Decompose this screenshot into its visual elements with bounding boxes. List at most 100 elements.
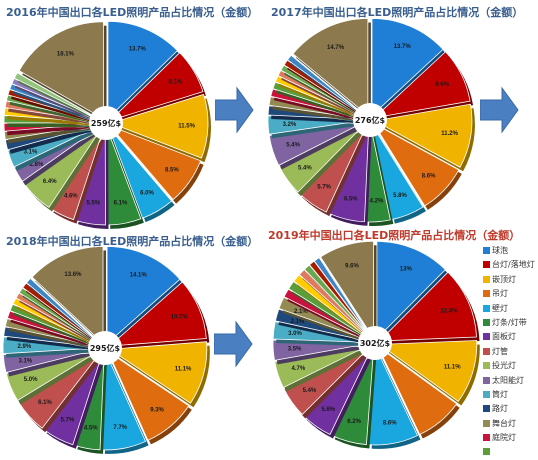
slice-label: 8.6%: [383, 420, 397, 426]
legend-item: 吊灯: [483, 287, 538, 301]
pie-center-label: 295亿$: [90, 343, 121, 353]
legend-label: 嵌顶灯: [492, 274, 516, 284]
slice-label: 2.1%: [291, 319, 305, 325]
slice-label: 6.5%: [344, 196, 358, 202]
slice-label: 3.0%: [288, 331, 302, 337]
slice-label: 2.1%: [294, 309, 308, 315]
arrow-right-icon: [214, 320, 253, 368]
pie-slice: [373, 51, 471, 119]
pie-slice: [292, 18, 369, 117]
legend-item: [483, 445, 538, 459]
arrow-right-icon: [480, 86, 519, 134]
legend-swatch: [483, 275, 490, 283]
pie-center-label: 302亿$: [360, 338, 391, 348]
slice-label: 6.1%: [38, 400, 52, 406]
legend: 球泡 台灯/落地灯 嵌顶灯 吊灯 壁灯 灯条/灯带 面板灯 灯管 投光灯 太阳能…: [483, 244, 538, 460]
arrow-right-icon: [215, 86, 254, 134]
pie-slice-shadow: [277, 348, 374, 392]
pie-slice-shadow: [9, 353, 104, 405]
legend-swatch: [483, 405, 490, 413]
legend-swatch: [483, 362, 490, 370]
legend-item: 灯管: [483, 345, 538, 359]
legend-item: 台灯/落地灯: [483, 258, 538, 272]
slice-label: 11.1%: [444, 364, 461, 370]
legend-swatch: [483, 247, 490, 254]
slice-label: 5.4%: [303, 388, 317, 394]
slice-label: 5.4%: [286, 142, 300, 148]
legend-swatch: [483, 390, 490, 398]
legend-label: 筒灯: [492, 389, 508, 399]
slice-label: 6.4%: [43, 179, 57, 185]
pie-slice: [373, 103, 473, 168]
slice-label: 10.7%: [171, 315, 189, 321]
slice-label: 8.5%: [165, 168, 179, 174]
legend-item: 筒灯: [483, 388, 538, 402]
pie-slice: [274, 344, 371, 389]
slice-label: 13%: [400, 266, 413, 272]
pie-slice: [17, 350, 102, 429]
legend-swatch: [483, 347, 490, 355]
slice-label: 14.1%: [130, 272, 148, 278]
slice-label: 5.8%: [393, 193, 407, 199]
pie-slice: [371, 18, 444, 117]
legend-label: 吊灯: [492, 289, 508, 299]
pie-slice: [106, 246, 181, 345]
slice-label: 9.6%: [435, 82, 449, 88]
slice-label: 4.6%: [64, 194, 78, 200]
slice-label: 5.6%: [321, 407, 335, 413]
chart-title-2019: 2019年中国出口各LED照明产品占比情况（金额）: [268, 229, 521, 242]
pie-slice: [107, 20, 178, 120]
slice-label: 6.0%: [140, 190, 154, 196]
legend-swatch: [483, 333, 490, 341]
pie-slice: [108, 281, 207, 347]
pie-slice: [31, 246, 104, 345]
pie-slice: [377, 346, 458, 436]
legend-swatch: [483, 434, 490, 442]
pie-center: [88, 331, 122, 365]
slice-label: 13.7%: [394, 44, 412, 50]
slice-label: 5.0%: [24, 377, 38, 383]
legend-label: 庭院灯: [492, 433, 516, 443]
slice-label: 2.9%: [18, 344, 32, 350]
pie-slice: [7, 124, 102, 168]
pie-center: [353, 103, 387, 137]
pie-slice: [109, 125, 202, 201]
pie-center-label: 259亿$: [91, 118, 122, 128]
slice-label: 7.7%: [113, 425, 127, 431]
legend-item: 面板灯: [483, 330, 538, 344]
pie-slice: [109, 93, 209, 159]
legend-label: 台灯/落地灯: [492, 260, 535, 270]
chart-title-2018: 2018年中国出口各LED照明产品占比情况（金额）: [6, 235, 259, 248]
slice-label: 8.1%: [168, 80, 182, 86]
slice-label: 12.4%: [440, 309, 458, 315]
pie-center: [358, 326, 392, 360]
pie-slice: [26, 277, 102, 346]
slice-label: 3.1%: [24, 149, 38, 155]
slice-label: 18.1%: [57, 51, 75, 57]
slice-label: 6.2%: [347, 419, 361, 425]
slice-label: 8.6%: [422, 173, 436, 179]
pie-slice: [107, 350, 190, 441]
legend-item: 灯条/灯带: [483, 316, 538, 330]
pie-center: [89, 106, 123, 140]
legend-item: 舞台灯: [483, 417, 538, 431]
slice-label: 3.1%: [18, 358, 32, 364]
pie-slice: [376, 240, 446, 340]
slice-label: 11.1%: [175, 366, 192, 372]
slice-label: 9.6%: [345, 264, 359, 270]
pie-slice-shadow: [8, 128, 105, 154]
slice-label: 4.5%: [84, 425, 98, 431]
pie-center-label: 276亿$: [355, 115, 386, 125]
slice-label: 9.3%: [150, 408, 164, 414]
slice-label: 3.5%: [288, 347, 302, 353]
slice-label: 14.7%: [327, 45, 345, 51]
slice-label: 4.2%: [370, 198, 384, 204]
slice-label: 3.2%: [283, 122, 297, 128]
legend-item: 路灯: [483, 402, 538, 416]
legend-label: 投光灯: [492, 361, 516, 371]
pie-slice: [5, 349, 101, 401]
legend-label: 壁灯: [492, 303, 508, 313]
